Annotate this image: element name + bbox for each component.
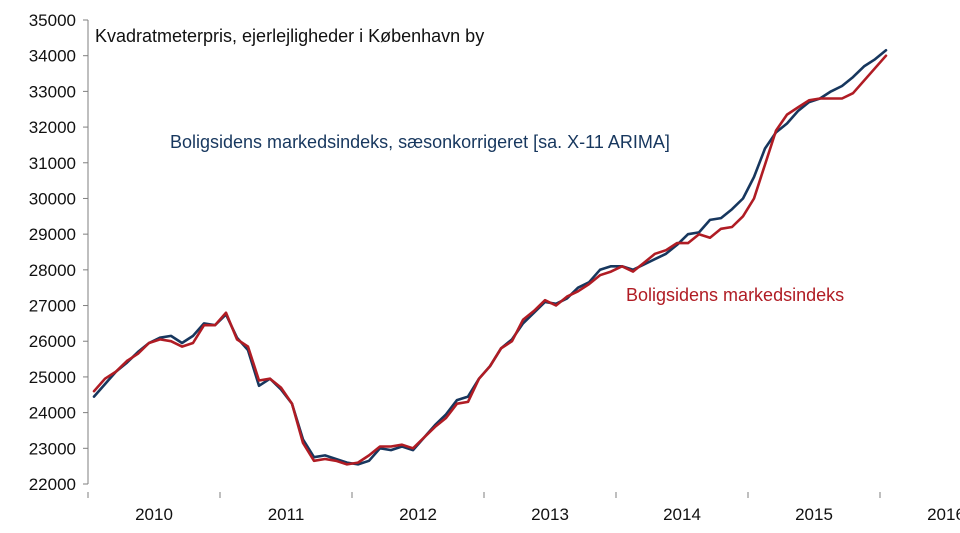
y-tick-label: 27000 — [29, 297, 76, 316]
y-tick-label: 28000 — [29, 261, 76, 280]
x-tick-label: 2011 — [268, 505, 305, 524]
y-axis: 22000 23000 24000 25000 26000 27000 28000 29000… — [29, 11, 89, 494]
series-label-seasonally-adjusted: Boligsidens markedsindeks, sæsonkorriger… — [170, 132, 670, 152]
x-axis: 2010 2011 2012 2013 2014 2015 2016 — [87, 492, 960, 524]
series-lines — [92, 48, 888, 466]
x-tick-label: 2014 — [663, 505, 701, 524]
y-tick-label: 22000 — [29, 475, 76, 494]
y-tick-label: 30000 — [29, 189, 76, 208]
y-tick-label: 35000 — [29, 11, 76, 30]
chart-title: Kvadratmeterpris, ejerlejligheder i Købe… — [95, 26, 484, 46]
series-label-market-index: Boligsidens markedsindeks — [626, 285, 844, 305]
y-tick-label: 32000 — [29, 118, 76, 137]
series-line-seasonally-adjusted — [92, 48, 888, 466]
y-tick-label: 24000 — [29, 404, 76, 423]
y-tick-label: 25000 — [29, 368, 76, 387]
x-tick-label: 2013 — [531, 505, 569, 524]
x-tick-label: 2015 — [795, 505, 833, 524]
x-tick-label: 2016 — [927, 505, 960, 524]
y-tick-label: 34000 — [29, 47, 76, 66]
x-tick-label: 2010 — [135, 505, 173, 524]
y-tick-label: 26000 — [29, 332, 76, 351]
series-line-market-index — [92, 54, 888, 466]
y-tick-label: 23000 — [29, 439, 76, 458]
x-tick-label: 2012 — [399, 505, 437, 524]
y-tick-label: 29000 — [29, 225, 76, 244]
y-tick-label: 31000 — [29, 154, 76, 173]
y-tick-label: 33000 — [29, 82, 76, 101]
